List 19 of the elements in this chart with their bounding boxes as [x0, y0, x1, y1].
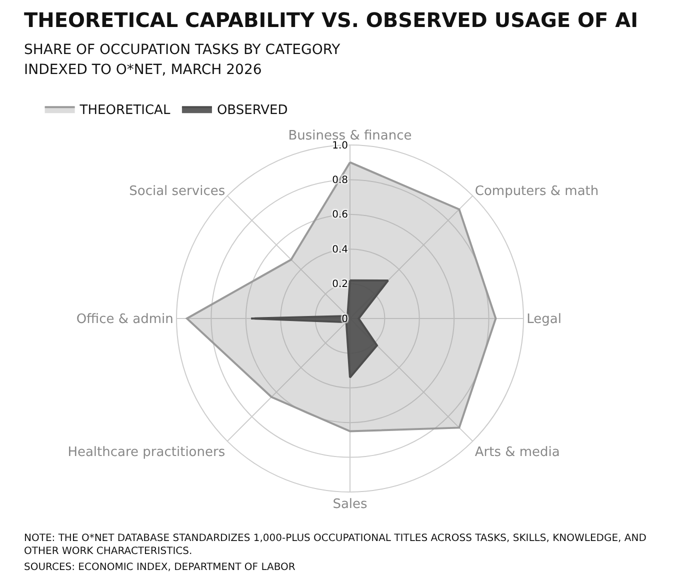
- chart-subtitle: SHARE OF OCCUPATION TASKS BY CATEGORY INDEXED TO O*NET, MARCH 2026: [24, 41, 340, 80]
- y-tick-label: 0.2: [332, 279, 348, 290]
- y-tick-label: 1.0: [332, 140, 348, 152]
- spoke-label: Computers & math: [474, 184, 599, 200]
- y-tick-label: 0: [342, 314, 348, 325]
- spoke-label: Arts & media: [474, 444, 560, 460]
- spoke-label: Sales: [332, 497, 368, 512]
- legend-label: THEORETICAL: [78, 103, 171, 118]
- spoke-label: Office & admin: [76, 312, 174, 328]
- source-note: SOURCES: ECONOMIC INDEX, DEPARTMENT OF LABOR: [24, 561, 296, 574]
- text: NOTE: THE O*NET DATABASE STANDARDIZES 1,000-PLUS OCCUPATIONAL TITLES ACROSS TASKS, SKILLS, KNOWLEDGE, AND OTHER WORK CHARACTERISTICS.: [24, 532, 648, 558]
- legend-label: OBSERVED: [216, 103, 288, 118]
- y-tick-label: 0.8: [332, 174, 348, 186]
- chart-title: THEORETICAL CAPABILITY VS. OBSERVED USAGE OF AI: [24, 8, 638, 32]
- spoke-label: Social services: [129, 184, 226, 200]
- spoke-label: Legal: [526, 312, 562, 328]
- spoke-label: Healthcare practitioners: [68, 444, 226, 460]
- y-tick-label: 0.4: [332, 244, 348, 256]
- y-tick-label: 0.6: [332, 210, 348, 221]
